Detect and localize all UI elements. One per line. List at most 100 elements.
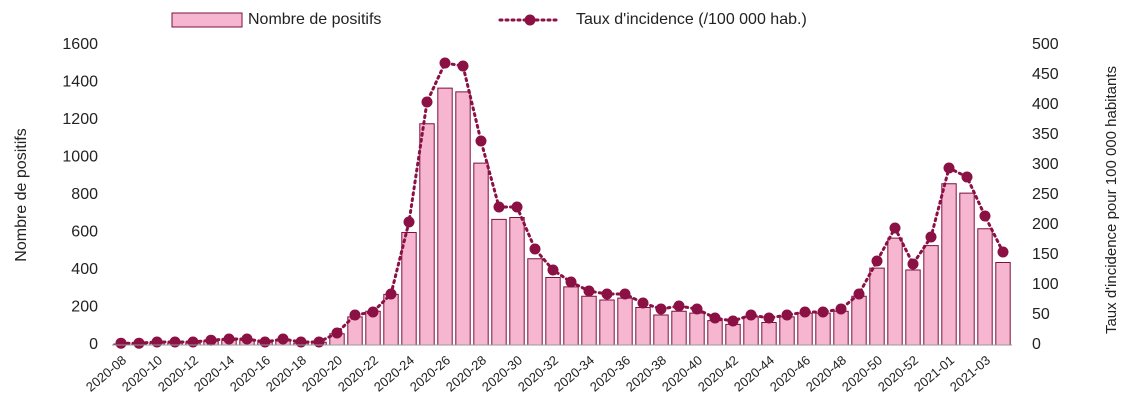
point [853,288,865,300]
point [691,303,703,315]
bar [797,312,813,346]
y2-tick-label: 250 [1032,186,1059,203]
point [547,264,559,276]
bar [383,293,399,346]
point [727,315,739,327]
y2-tick-label: 150 [1032,246,1059,263]
point [583,285,595,297]
point [637,297,649,309]
point [511,201,523,213]
legend-marker [524,14,536,26]
bar [581,295,597,346]
point [799,306,811,318]
bar [527,258,543,346]
point [151,336,163,348]
y2-tick-label: 350 [1032,126,1059,143]
y2-tick-label: 400 [1032,96,1059,113]
legend-label: Taux d'incidence (/100 000 hab.) [576,11,807,28]
y2-tick-label: 500 [1032,36,1059,53]
bar [617,297,633,346]
x-tick-label: 2021-03 [947,352,993,394]
point [565,276,577,288]
bar [959,192,975,346]
bar [419,123,435,346]
point [115,337,127,349]
bar [671,310,687,346]
y2-tick-label: 0 [1032,336,1041,353]
bar [509,217,525,346]
bar [473,162,489,346]
point [313,336,325,348]
point [385,288,397,300]
point [817,306,829,318]
point [925,231,937,243]
point [745,309,757,321]
point [259,336,271,348]
point [709,312,721,324]
bar [851,295,867,346]
point [781,309,793,321]
bar [725,323,741,346]
point [223,333,235,345]
point [421,96,433,108]
point [403,216,415,228]
point [835,303,847,315]
bar [689,312,705,346]
bar [995,262,1011,346]
bar [833,310,849,346]
y-tick-label: 1600 [62,36,98,53]
point [493,201,505,213]
bar [743,316,759,346]
point [349,309,361,321]
bar [905,269,921,346]
point [367,306,379,318]
point [997,246,1009,258]
bar [707,320,723,346]
point [457,60,469,72]
y2-tick-label: 450 [1032,66,1059,83]
bar [761,322,777,346]
point [763,312,775,324]
point [187,336,199,348]
y-tick-label: 400 [71,261,98,278]
bar [923,245,939,346]
y-tick-label: 0 [89,336,98,353]
point [529,243,541,255]
y-tick-label: 1400 [62,74,98,91]
point [133,337,145,349]
point [439,57,451,69]
point [475,135,487,147]
point [277,333,289,345]
bar [815,312,831,346]
bar [941,183,957,346]
y2-tick-label: 50 [1032,306,1050,323]
point [871,255,883,267]
legend-swatch [171,12,243,28]
bar [779,316,795,346]
bar [869,267,885,346]
y-tick-label: 200 [71,299,98,316]
point [619,288,631,300]
bar [635,307,651,346]
point [943,162,955,174]
point [673,300,685,312]
y-tick-label: 800 [71,186,98,203]
y2-tick-label: 100 [1032,276,1059,293]
point [205,334,217,346]
point [241,333,253,345]
y-tick-label: 1200 [62,111,98,128]
bar [563,286,579,346]
bar [437,87,453,346]
bar [599,299,615,346]
bar [977,228,993,346]
bar [401,232,417,346]
point [331,327,343,339]
legend-label: Nombre de positifs [248,11,381,28]
y-tick-label: 1000 [62,149,98,166]
bar [455,91,471,346]
y2-tick-label: 300 [1032,156,1059,173]
point [655,303,667,315]
y-tick-label: 600 [71,224,98,241]
